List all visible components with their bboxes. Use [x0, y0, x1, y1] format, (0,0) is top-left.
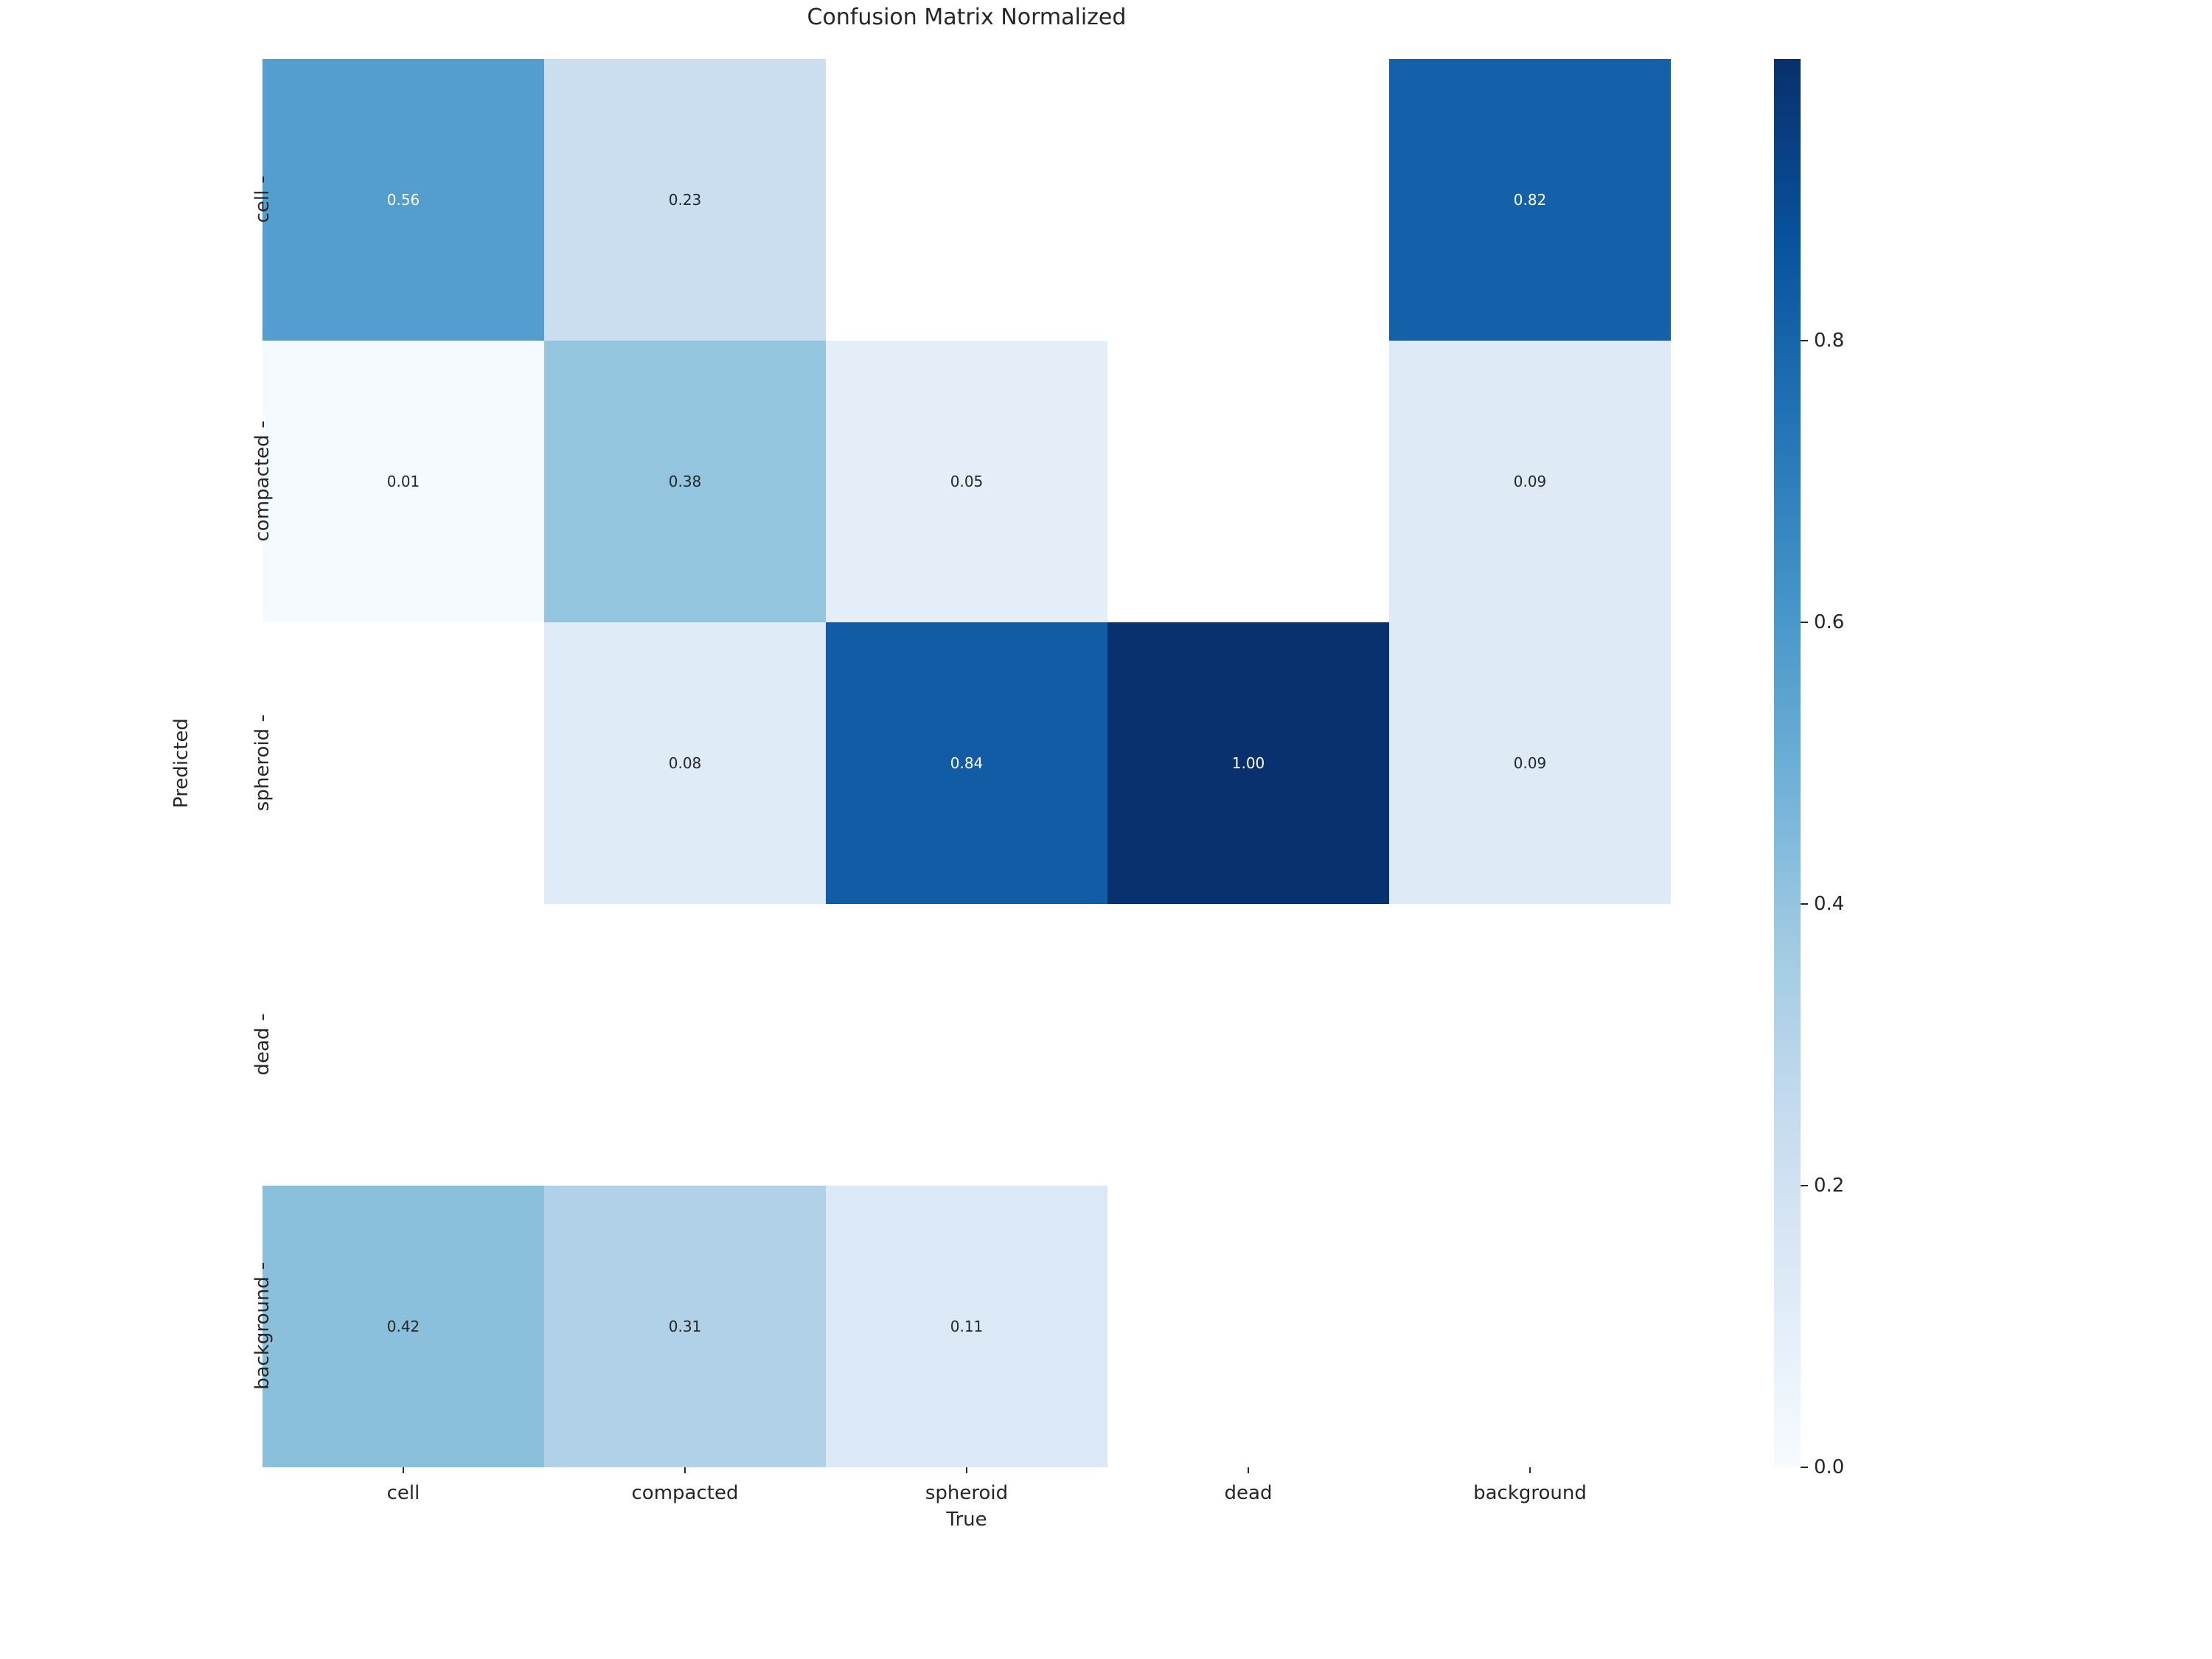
- y-tick: background: [251, 1263, 274, 1390]
- y-tick-label: background: [251, 1276, 274, 1390]
- colorbar-tick: 0.6: [1801, 611, 1844, 633]
- y-axis-label: Predicted: [170, 718, 192, 808]
- heatmap-cell-value: 0.82: [1514, 191, 1547, 209]
- x-axis-label: True: [946, 1509, 987, 1531]
- colorbar-tick-label: 0.4: [1814, 893, 1844, 915]
- heatmap-cell: [544, 904, 826, 1186]
- y-tick-mark: [262, 422, 264, 428]
- colorbar-tick-mark: [1801, 903, 1808, 905]
- x-tick-label: cell: [387, 1482, 420, 1504]
- colorbar-gradient: [1774, 59, 1801, 1467]
- x-tick-mark: [684, 1467, 686, 1473]
- colorbar-tick-mark: [1801, 1185, 1808, 1186]
- heatmap-cell: [826, 904, 1107, 1186]
- colorbar: 0.00.20.40.60.8: [1774, 59, 1801, 1467]
- heatmap-cell: 0.09: [1389, 622, 1671, 904]
- heatmap-cell: 0.38: [544, 341, 826, 622]
- x-tick-mark: [966, 1467, 967, 1473]
- heatmap-cell-value: 0.38: [669, 473, 702, 490]
- heatmap-cell: 0.56: [262, 59, 544, 341]
- heatmap-cell-value: 0.09: [1514, 473, 1547, 490]
- y-tick-label: dead: [251, 1028, 274, 1076]
- heatmap-cell-value: 0.56: [387, 191, 420, 209]
- heatmap-cell: 0.05: [826, 341, 1107, 622]
- heatmap-cell: 0.08: [544, 622, 826, 904]
- heatmap-grid: 0.56 0.23 0.82 0.01 0.38 0.05 0.09 0.08 0.84 1.00…: [262, 59, 1671, 1467]
- y-tick-mark: [262, 177, 264, 183]
- colorbar-tick-mark: [1801, 340, 1808, 341]
- heatmap-cell-value: 0.31: [669, 1318, 702, 1335]
- y-tick-mark: [262, 715, 264, 721]
- colorbar-tick: 0.2: [1801, 1175, 1844, 1197]
- heatmap-cell: [1107, 341, 1389, 622]
- heatmap-cell-value: 0.23: [669, 191, 702, 209]
- heatmap-cell: 0.31: [544, 1186, 826, 1467]
- y-tick: dead: [251, 1015, 274, 1076]
- heatmap-cell: [1389, 1186, 1671, 1467]
- heatmap-cell: [262, 622, 544, 904]
- x-tick-mark: [1248, 1467, 1249, 1473]
- y-tick-label: compacted: [251, 435, 274, 542]
- heatmap-cell-value: 0.11: [950, 1318, 984, 1335]
- heatmap-cell: [1107, 1186, 1389, 1467]
- heatmap-cell-value: 0.08: [669, 754, 702, 772]
- colorbar-tick-label: 0.6: [1814, 611, 1844, 633]
- heatmap-cell-value: 1.00: [1232, 754, 1265, 772]
- x-tick-label: dead: [1225, 1482, 1273, 1504]
- heatmap-cell-value: 0.05: [950, 473, 984, 490]
- colorbar-tick: 0.4: [1801, 893, 1844, 915]
- x-tick-label: spheroid: [925, 1482, 1008, 1504]
- heatmap-cell: [1107, 59, 1389, 341]
- heatmap-cell: 0.09: [1389, 341, 1671, 622]
- colorbar-tick-label: 0.0: [1814, 1456, 1844, 1478]
- heatmap-cell: 0.23: [544, 59, 826, 341]
- y-tick: spheroid: [251, 715, 274, 811]
- colorbar-tick: 0.0: [1801, 1456, 1844, 1478]
- heatmap-cell-value: 0.01: [387, 473, 420, 490]
- y-tick-label: spheroid: [251, 728, 274, 811]
- heatmap-cell: [262, 904, 544, 1186]
- heatmap-cell: 1.00: [1107, 622, 1389, 904]
- x-tick-mark: [403, 1467, 404, 1473]
- chart-title: Confusion Matrix Normalized: [807, 4, 1127, 30]
- chart-root: Confusion Matrix Normalized0.560.230.820…: [0, 0, 2212, 1659]
- heatmap-cell: 0.84: [826, 622, 1107, 904]
- heatmap-cell-value: 0.84: [950, 754, 984, 772]
- colorbar-tick-label: 0.2: [1814, 1175, 1844, 1197]
- colorbar-tick-mark: [1801, 1467, 1808, 1468]
- colorbar-tick-label: 0.8: [1814, 330, 1844, 352]
- heatmap-cell-value: 0.42: [387, 1318, 420, 1335]
- y-tick-label: cell: [251, 190, 274, 223]
- y-tick-mark: [262, 1263, 264, 1269]
- heatmap-cell: 0.82: [1389, 59, 1671, 341]
- colorbar-tick-mark: [1801, 622, 1808, 623]
- heatmap-cell: [1107, 904, 1389, 1186]
- y-tick-mark: [262, 1015, 264, 1020]
- y-tick: compacted: [251, 422, 274, 542]
- x-tick-label: compacted: [632, 1482, 739, 1504]
- heatmap-cell-value: 0.09: [1514, 754, 1547, 772]
- heatmap-cell: 0.01: [262, 341, 544, 622]
- x-tick-label: background: [1473, 1482, 1587, 1504]
- colorbar-tick: 0.8: [1801, 330, 1844, 352]
- heatmap-cell: 0.11: [826, 1186, 1107, 1467]
- y-tick: cell: [251, 177, 274, 223]
- heatmap-cell: 0.42: [262, 1186, 544, 1467]
- heatmap-cell: [1389, 904, 1671, 1186]
- heatmap-cell: [826, 59, 1107, 341]
- x-tick-mark: [1529, 1467, 1531, 1473]
